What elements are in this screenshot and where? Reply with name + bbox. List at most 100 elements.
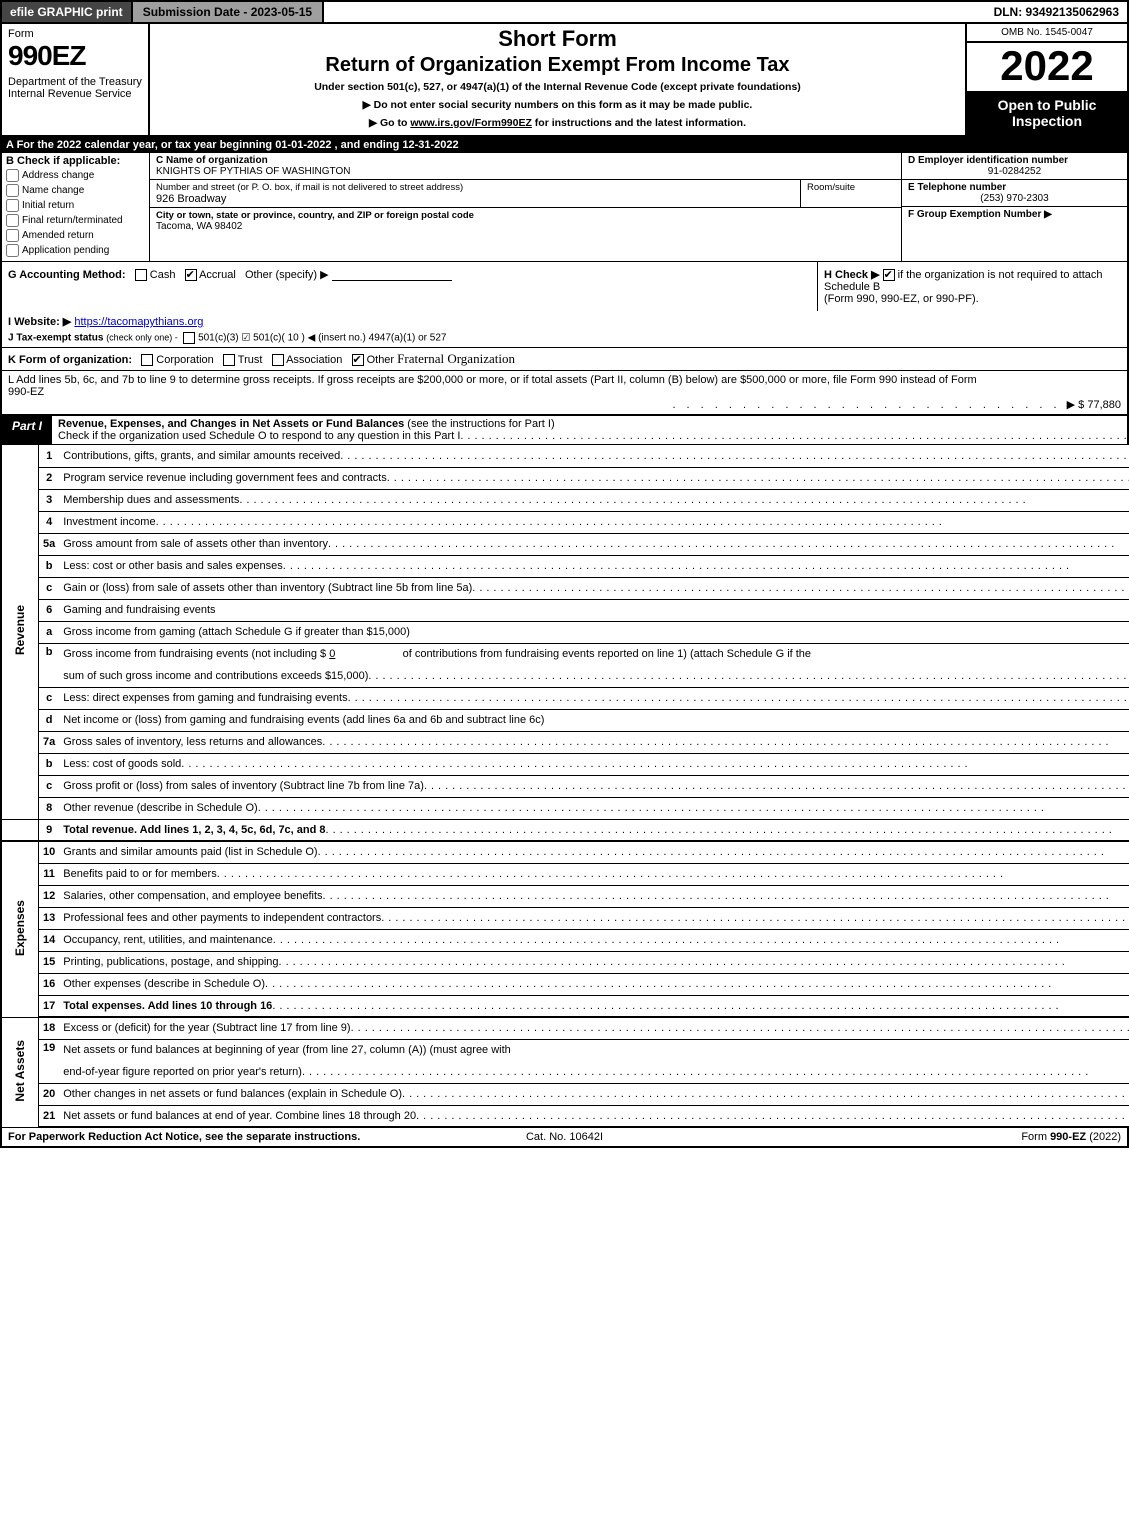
line-4-row: 4 Investment income 4 6 bbox=[1, 511, 1129, 533]
line-5c-desc: Gain or (loss) from sale of assets other… bbox=[63, 582, 472, 594]
line-5c-num: c bbox=[39, 577, 60, 599]
line-6b-row-1: b Gross income from fundraising events (… bbox=[1, 643, 1129, 665]
line-5b-num: b bbox=[39, 555, 60, 577]
line-18-num: 18 bbox=[39, 1017, 60, 1039]
line-17-num: 17 bbox=[39, 995, 60, 1017]
page-footer: For Paperwork Reduction Act Notice, see … bbox=[0, 1128, 1129, 1148]
street-address-label: Number and street (or P. O. box, if mail… bbox=[156, 182, 794, 193]
other-specify-line[interactable] bbox=[332, 269, 452, 281]
other-org-label: Other bbox=[367, 354, 395, 366]
row-i-website: I Website: ▶ https://tacomapythians.org bbox=[0, 311, 1129, 330]
part-1-header: Part I Revenue, Expenses, and Changes in… bbox=[0, 416, 1129, 445]
note2-post: for instructions and the latest informat… bbox=[532, 117, 746, 129]
line-6b-row-2: sum of such gross income and contributio… bbox=[1, 665, 1129, 687]
line-15-num: 15 bbox=[39, 951, 60, 973]
org-name-label: C Name of organization bbox=[156, 155, 895, 166]
check-final-return[interactable]: Final return/terminated bbox=[6, 214, 145, 227]
telephone-label: E Telephone number bbox=[908, 182, 1121, 193]
line-6b-desc-1: Gross income from fundraising events (no… bbox=[59, 643, 1129, 665]
note2-pre: ▶ Go to bbox=[369, 117, 410, 129]
check-schedule-b[interactable] bbox=[883, 269, 895, 281]
line-11-row: 11 Benefits paid to or for members 11 0 bbox=[1, 863, 1129, 885]
line-13-num: 13 bbox=[39, 907, 60, 929]
net-assets-section-label: Net Assets bbox=[1, 1017, 39, 1127]
check-name-change[interactable]: Name change bbox=[6, 184, 145, 197]
line-2-num: 2 bbox=[39, 467, 60, 489]
city-value: Tacoma, WA 98402 bbox=[156, 221, 895, 232]
line-8-row: 8 Other revenue (describe in Schedule O)… bbox=[1, 797, 1129, 819]
line-13-desc: Professional fees and other payments to … bbox=[63, 912, 381, 924]
line-14-row: 14 Occupancy, rent, utilities, and maint… bbox=[1, 929, 1129, 951]
line-6b-desc-2: sum of such gross income and contributio… bbox=[63, 670, 368, 682]
cash-label: Cash bbox=[150, 269, 176, 281]
footer-right: Form 990-EZ (2022) bbox=[750, 1131, 1121, 1143]
line-6c-row: c Less: direct expenses from gaming and … bbox=[1, 687, 1129, 709]
ein-row: D Employer identification number 91-0284… bbox=[902, 153, 1127, 180]
line-6a-row: a Gross income from gaming (attach Sched… bbox=[1, 621, 1129, 643]
check-trust[interactable] bbox=[223, 354, 235, 366]
line-3-row: 3 Membership dues and assessments 3 396 bbox=[1, 489, 1129, 511]
part-1-label: Part I bbox=[2, 416, 52, 444]
line-7b-desc: Less: cost of goods sold bbox=[63, 758, 181, 770]
line-9-row: 9 Total revenue. Add lines 1, 2, 3, 4, 5… bbox=[1, 819, 1129, 841]
part-1-title-note: (see the instructions for Part I) bbox=[407, 418, 554, 430]
line-9-desc: Total revenue. Add lines 1, 2, 3, 4, 5c,… bbox=[63, 824, 325, 836]
line-6-desc: Gaming and fundraising events bbox=[59, 599, 1129, 621]
line-6d-num: d bbox=[39, 709, 60, 731]
line-11-desc: Benefits paid to or for members bbox=[63, 868, 216, 880]
line-6-num: 6 bbox=[39, 599, 60, 621]
line-6d-desc: Net income or (loss) from gaming and fun… bbox=[63, 714, 544, 726]
part-1-title-text: Revenue, Expenses, and Changes in Net As… bbox=[58, 418, 404, 430]
line-16-num: 16 bbox=[39, 973, 60, 995]
check-corporation[interactable] bbox=[141, 354, 153, 366]
check-association[interactable] bbox=[272, 354, 284, 366]
tax-exempt-label: J Tax-exempt status bbox=[8, 333, 103, 344]
form-number: 990EZ bbox=[8, 40, 142, 72]
check-initial-return[interactable]: Initial return bbox=[6, 199, 145, 212]
check-address-change[interactable]: Address change bbox=[6, 169, 145, 182]
efile-print-button[interactable]: efile GRAPHIC print bbox=[2, 2, 133, 22]
check-application-pending[interactable]: Application pending bbox=[6, 244, 145, 257]
section-bcd: B Check if applicable: Address change Na… bbox=[0, 153, 1129, 261]
line-2-row: 2 Program service revenue including gove… bbox=[1, 467, 1129, 489]
line-15-row: 15 Printing, publications, postage, and … bbox=[1, 951, 1129, 973]
org-name-row: C Name of organization KNIGHTS OF PYTHIA… bbox=[150, 153, 901, 180]
check-cash[interactable] bbox=[135, 269, 147, 281]
city-label: City or town, state or province, country… bbox=[156, 210, 895, 221]
irs-link[interactable]: www.irs.gov/Form990EZ bbox=[410, 117, 532, 129]
section-c: C Name of organization KNIGHTS OF PYTHIA… bbox=[150, 153, 902, 261]
form-subtitle: Under section 501(c), 527, or 4947(a)(1)… bbox=[156, 81, 959, 93]
tax-exempt-options: 501(c)(3) ☑ 501(c)( 10 ) ◀ (insert no.) … bbox=[198, 333, 446, 344]
check-accrual[interactable] bbox=[185, 269, 197, 281]
line-8-desc: Other revenue (describe in Schedule O) bbox=[63, 802, 257, 814]
website-link[interactable]: https://tacomapythians.org bbox=[74, 316, 203, 328]
line-7c-desc: Gross profit or (loss) from sales of inv… bbox=[63, 780, 424, 792]
form-note-2: ▶ Go to www.irs.gov/Form990EZ for instru… bbox=[156, 117, 959, 129]
section-b-header: B Check if applicable: bbox=[6, 155, 145, 167]
line-6d-row: d Net income or (loss) from gaming and f… bbox=[1, 709, 1129, 731]
line-19-desc-2: end-of-year figure reported on prior yea… bbox=[63, 1066, 302, 1078]
revenue-section-end bbox=[1, 819, 39, 841]
h-pre: H Check ▶ bbox=[824, 269, 883, 281]
tax-year: 2022 bbox=[967, 43, 1127, 93]
street-address-cell: Number and street (or P. O. box, if mail… bbox=[150, 180, 801, 207]
line-21-desc: Net assets or fund balances at end of ye… bbox=[63, 1110, 416, 1122]
other-label: Other (specify) ▶ bbox=[245, 269, 329, 281]
check-other-org[interactable] bbox=[352, 354, 364, 366]
row-l-gross-receipts: L Add lines 5b, 6c, and 7b to line 9 to … bbox=[0, 371, 1129, 416]
form-header: Form 990EZ Department of the Treasury In… bbox=[0, 24, 1129, 137]
row-a-calendar-year: A For the 2022 calendar year, or tax yea… bbox=[0, 137, 1129, 153]
check-amended-return[interactable]: Amended return bbox=[6, 229, 145, 242]
line-8-num: 8 bbox=[39, 797, 60, 819]
line-5a-row: 5a Gross amount from sale of assets othe… bbox=[1, 533, 1129, 555]
dln-label: DLN: 93492135062963 bbox=[986, 2, 1127, 22]
line-19-num: 19 bbox=[39, 1039, 60, 1083]
check-501c3[interactable] bbox=[183, 332, 195, 344]
street-address-value: 926 Broadway bbox=[156, 193, 794, 205]
form-title-2: Return of Organization Exempt From Incom… bbox=[156, 54, 959, 77]
line-4-num: 4 bbox=[39, 511, 60, 533]
accrual-label: Accrual bbox=[199, 269, 236, 281]
form-word: Form bbox=[8, 28, 142, 40]
line-12-num: 12 bbox=[39, 885, 60, 907]
line-5a-desc: Gross amount from sale of assets other t… bbox=[63, 538, 328, 550]
